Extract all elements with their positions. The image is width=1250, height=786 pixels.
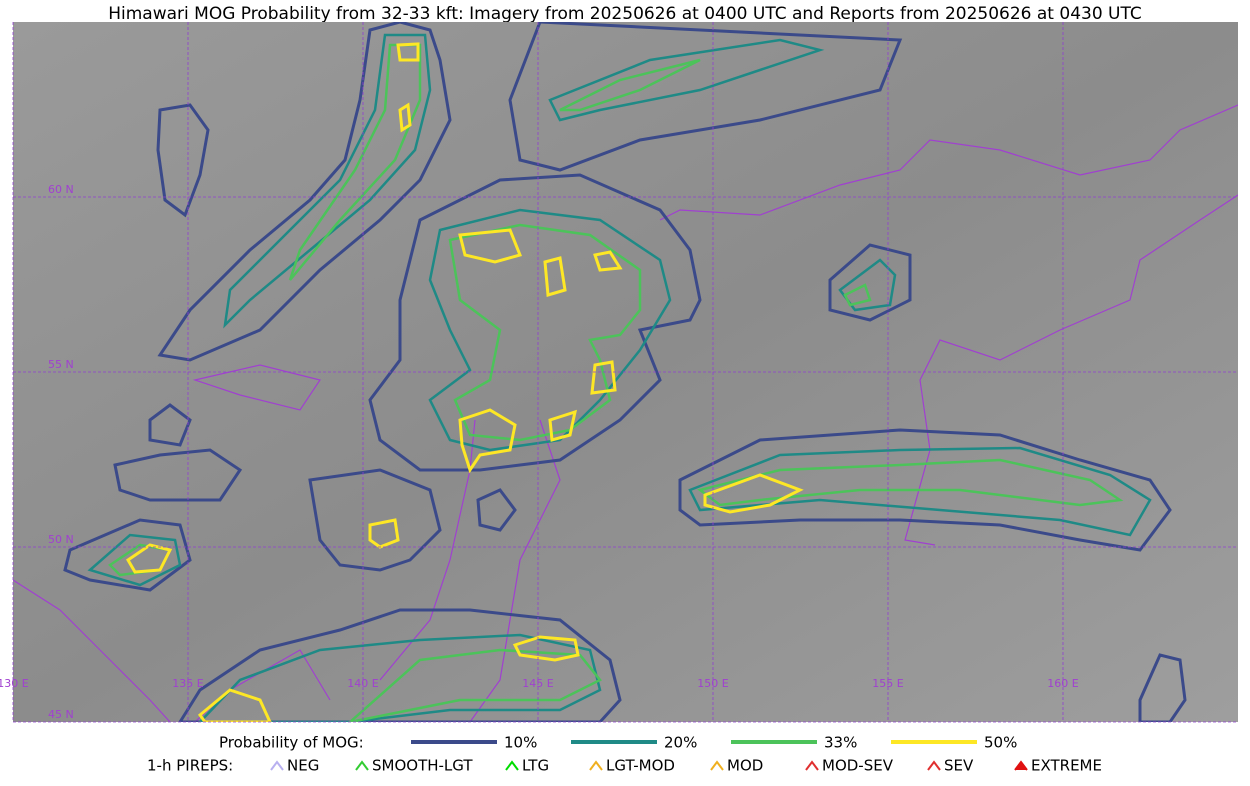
pirep-symbol [355,760,369,771]
legend: Probability of MOG: 10% 20% 33% 50% 1-h PIREP… [147,734,1102,775]
legend-label: LGT-MOD [606,757,675,775]
legend-label: 20% [664,734,697,752]
legend-label: LTG [522,757,549,775]
legend-title: 1-h PIREPS: [147,757,233,775]
legend-label: MOD [727,757,763,775]
latitude-label: 60 N [48,183,74,196]
longitude-label: 140 E [347,677,378,690]
pirep-symbol [1014,760,1028,771]
legend-label: NEG [287,757,319,775]
pirep-symbol [710,760,724,771]
longitude-label: 135 E [172,677,203,690]
legend-label: 33% [824,734,857,752]
pirep-symbol [505,760,519,771]
pirep-symbol [589,760,603,771]
legend-label: 50% [984,734,1017,752]
title: Himawari MOG Probability from 32-33 kft:… [108,4,1142,24]
contours [13,22,1238,722]
longitude-label: 130 E [0,677,29,690]
longitude-label: 150 E [697,677,728,690]
graticule: 130 E 135 E 140 E 145 E 150 E 155 E 160 E 60 N 5… [0,22,1238,723]
pirep-symbol [927,760,941,771]
latitude-label: 45 N [48,708,74,721]
legend-title: Probability of MOG: [219,734,364,752]
pirep-symbol [805,760,819,771]
legend-label: SEV [944,757,974,775]
latitude-label: 55 N [48,358,74,371]
legend-label: 10% [504,734,537,752]
legend-label: EXTREME [1031,757,1102,775]
longitude-label: 160 E [1047,677,1078,690]
contour-20 [87,33,1152,722]
pirep-symbol [270,760,284,771]
contour-10 [63,22,1187,722]
longitude-label: 155 E [872,677,903,690]
legend-label: SMOOTH-LGT [372,757,473,775]
legend-label: MOD-SEV [822,757,894,775]
longitude-label: 145 E [522,677,553,690]
latitude-label: 50 N [48,533,74,546]
coastline [13,104,1238,722]
contour-50 [125,42,804,722]
